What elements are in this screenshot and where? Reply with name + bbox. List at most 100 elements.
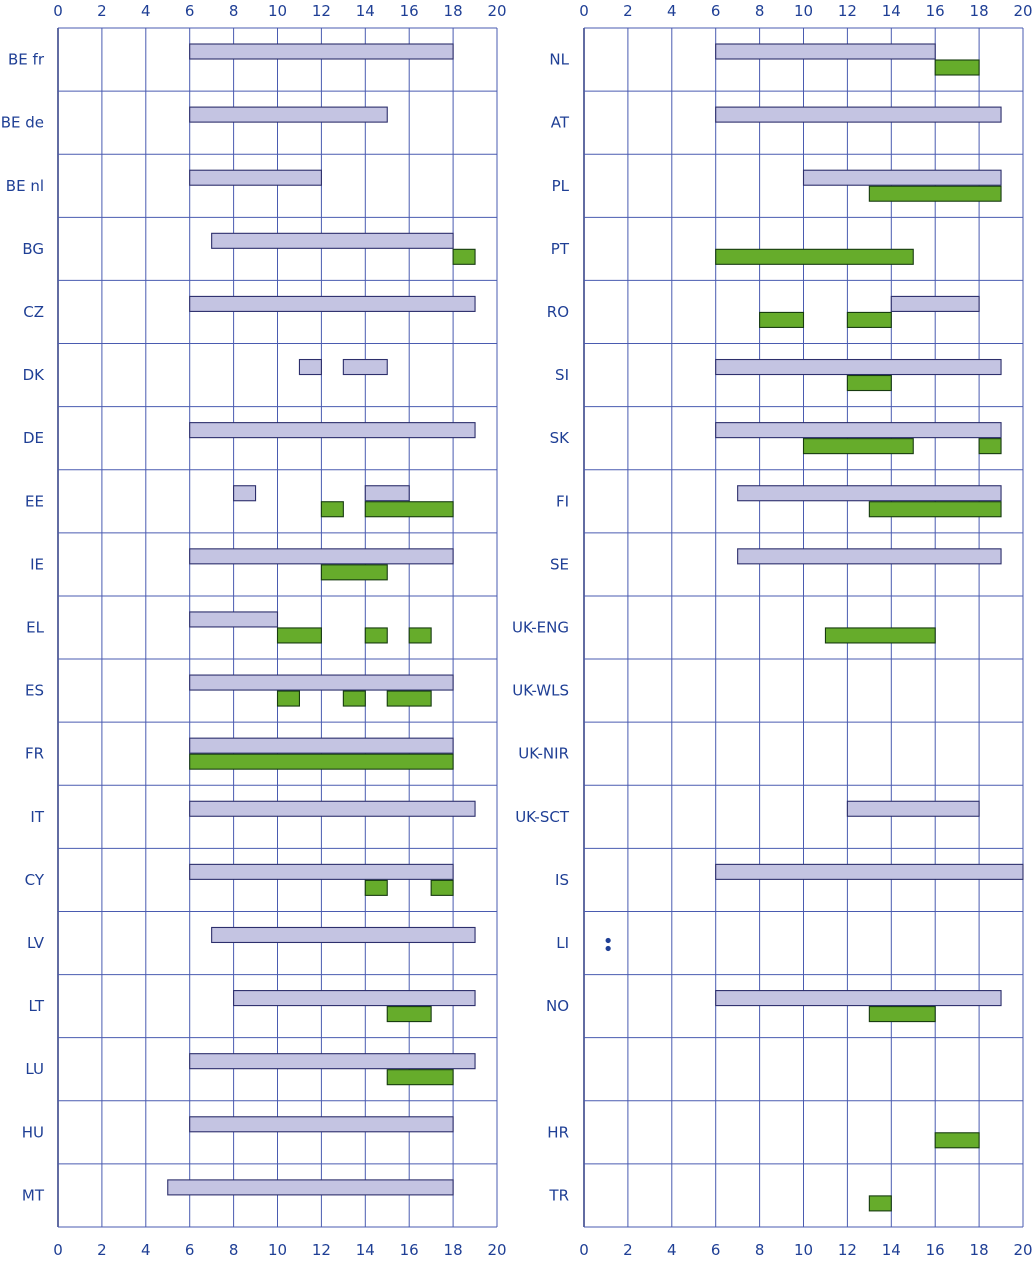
bar-series-a [364,485,410,502]
row-label: SI [555,366,569,384]
row-label: IS [555,871,569,889]
bar-series-a [211,232,454,249]
bar-series-b [934,59,980,76]
x-tick-label-bottom: 10 [268,1241,287,1259]
x-tick-label-bottom: 12 [312,1241,331,1259]
bar-series-a [211,926,476,944]
bar-series-b [802,438,914,455]
bar-series-a [189,1053,476,1070]
x-tick-label-bottom: 12 [838,1241,857,1259]
row-label: NL [549,51,569,69]
bar-series-b [364,627,388,644]
x-tick-label-bottom: 6 [711,1241,721,1259]
x-tick-label-bottom: 8 [755,1241,765,1259]
bar-series-a [189,800,476,817]
row-label: LT [29,997,45,1015]
row-label: MT [22,1186,45,1204]
bar-series-b [868,1006,936,1023]
row-label: PT [551,240,570,258]
bar-series-b [846,311,892,328]
row-label: DE [23,429,44,447]
x-tick-label-bottom: 8 [229,1241,239,1259]
row-label: LI [556,934,569,952]
row-label: HU [22,1123,44,1141]
bar-series-b [386,690,432,707]
bar-series-a [189,737,454,754]
row-label: TR [548,1186,569,1204]
row-label: DK [23,366,46,384]
x-tick-label-top: 12 [312,2,331,20]
row-label: CZ [23,303,44,321]
bar-series-b [868,185,1002,202]
bar-series-b [320,564,388,581]
bar-series-b [868,1195,892,1212]
row-label: SK [550,429,571,447]
row-label: UK-WLS [512,682,569,700]
bar-series-b [320,501,344,518]
bar-series-b [759,311,805,328]
row-label: NO [546,997,569,1015]
x-tick-label-bottom: 6 [185,1241,195,1259]
bar-series-a [189,295,476,312]
x-tick-label-top: 4 [667,2,677,20]
row-label: EL [26,619,44,637]
bar-series-a [715,990,1002,1007]
x-tick-label-top: 16 [926,2,945,20]
bar-series-b [276,627,322,644]
bar-series-a [737,485,1002,502]
x-tick-label-bottom: 0 [579,1241,589,1259]
bar-series-a [189,43,454,60]
bar-series-a [715,358,1002,376]
x-tick-label-bottom: 4 [141,1241,151,1259]
row-label: BG [22,240,44,258]
x-tick-label-bottom: 20 [487,1241,506,1259]
row-label: EE [25,492,44,510]
bar-series-a [189,863,454,880]
x-tick-label-top: 8 [229,2,239,20]
bar-series-b [342,690,366,707]
bar-series-a [189,106,388,123]
bar-series-b [189,753,454,770]
bar-series-a [298,358,322,376]
bar-series-a [715,106,1002,123]
x-tick-label-top: 20 [487,2,506,20]
bar-series-a [189,548,454,565]
bar-series-a [342,358,388,376]
x-tick-label-top: 16 [400,2,419,20]
row-label: RO [547,303,569,321]
x-tick-label-top: 18 [970,2,989,20]
row-label: BE fr [8,51,45,69]
row-label: BE nl [6,177,44,195]
bar-series-a [715,863,1024,880]
x-tick-label-top: 8 [755,2,765,20]
row-label: LV [27,934,45,952]
bar-series-b [386,1006,432,1023]
x-tick-label-bottom: 18 [970,1241,989,1259]
x-tick-label-bottom: 2 [97,1241,107,1259]
bar-series-b [978,438,1002,455]
bar-series-a [846,800,980,817]
bar-series-a [233,485,257,502]
x-tick-label-top: 14 [356,2,375,20]
bar-series-a [167,1179,454,1196]
row-label: IT [30,808,44,826]
x-tick-label-top: 2 [623,2,633,20]
x-tick-label-top: 0 [579,2,589,20]
bar-series-b [715,248,914,265]
bar-series-a [802,169,1002,186]
row-label: CY [25,871,45,889]
bar-series-a [189,169,322,186]
row-label: AT [551,114,570,132]
x-tick-label-top: 20 [1013,2,1032,20]
bar-series-b [868,501,1002,518]
row-label: IE [30,555,44,573]
bar-series-b [846,374,892,392]
bar-series-b [364,501,454,518]
row-label: UK-ENG [512,619,569,637]
x-tick-label-bottom: 10 [794,1241,813,1259]
x-tick-label-top: 18 [444,2,463,20]
bar-series-a [189,674,454,691]
bar-series-b [386,1069,454,1086]
